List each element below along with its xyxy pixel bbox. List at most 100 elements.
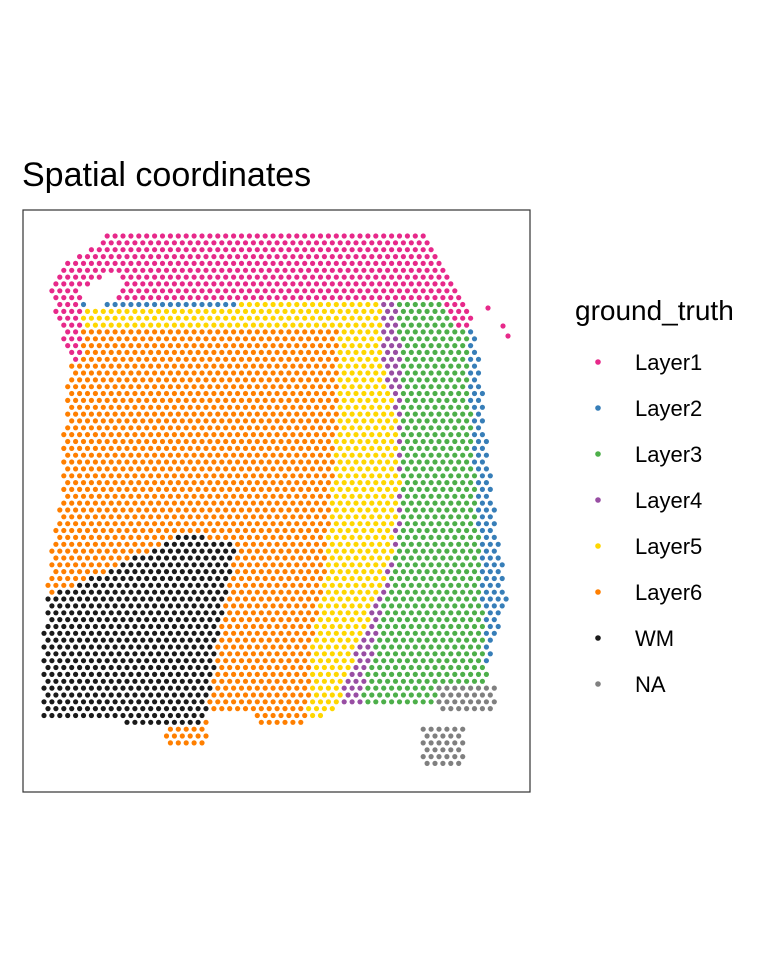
spot-wm: [120, 575, 126, 582]
spot-layer1: [274, 254, 280, 260]
spot-layer2: [207, 301, 213, 308]
spot-layer6: [152, 425, 158, 431]
spot-layer6: [238, 617, 245, 623]
spot-layer3: [381, 699, 387, 705]
spot-wm: [167, 644, 173, 650]
spot-layer1: [353, 295, 359, 301]
spot-wm: [179, 664, 185, 671]
spot-layer3: [475, 562, 482, 568]
spot-layer6: [298, 459, 304, 465]
spot-layer3: [392, 637, 399, 643]
spot-layer6: [69, 377, 75, 383]
spot-layer6: [262, 671, 268, 678]
spot-wm: [132, 623, 138, 630]
spot-layer6: [266, 486, 272, 492]
spot-layer5: [195, 308, 201, 314]
legend: ground_truth Layer1Layer2Layer3Layer4Lay…: [575, 295, 734, 697]
spot-wm: [73, 644, 79, 650]
spot-layer6: [112, 562, 118, 568]
spot-layer6: [317, 466, 324, 472]
spot-layer5: [353, 637, 359, 643]
spot-layer2: [475, 480, 482, 486]
spot-wm: [88, 617, 94, 623]
spot-layer5: [377, 527, 383, 534]
spot-layer6: [61, 473, 67, 479]
spot-layer5: [385, 418, 391, 424]
spot-layer3: [452, 603, 458, 609]
spot-layer6: [325, 507, 331, 513]
spot-layer1: [373, 260, 379, 266]
spot-layer4: [396, 343, 403, 349]
spot-layer5: [337, 432, 343, 438]
spot-layer3: [460, 507, 466, 513]
spot-layer6: [238, 507, 245, 513]
spot-layer3: [412, 589, 418, 595]
spot-wm: [191, 589, 197, 595]
spot-layer3: [448, 486, 454, 492]
spot-wm: [96, 589, 102, 595]
spot-layer6: [250, 390, 256, 397]
spot-layer2: [483, 480, 489, 486]
spot-wm: [124, 664, 130, 671]
spot-layer1: [73, 260, 79, 266]
spot-na: [436, 754, 442, 760]
spot-layer5: [377, 336, 383, 342]
spot-layer6: [258, 418, 264, 424]
spot-layer3: [416, 336, 422, 342]
spot-layer3: [408, 459, 414, 465]
spot-layer6: [242, 473, 249, 479]
spot-layer6: [96, 466, 102, 472]
spot-wm: [65, 671, 71, 678]
spot-layer6: [84, 541, 91, 547]
spot-layer6: [223, 356, 229, 362]
spot-wm: [191, 671, 197, 678]
spot-layer6: [270, 521, 276, 527]
spot-layer6: [242, 637, 249, 643]
spot-layer5: [325, 603, 331, 609]
spot-layer4: [353, 692, 359, 698]
spot-layer6: [310, 507, 316, 513]
spot-layer6: [100, 418, 106, 424]
spot-layer6: [104, 507, 110, 513]
spot-wm: [116, 610, 122, 616]
spot-layer1: [302, 233, 308, 239]
spot-layer6: [294, 507, 300, 513]
spot-layer6: [310, 384, 316, 390]
spot-layer5: [349, 521, 355, 527]
spot-layer6: [203, 349, 209, 355]
spot-layer3: [432, 664, 438, 671]
spot-layer3: [396, 575, 403, 582]
spot-layer6: [290, 706, 296, 712]
spot-layer3: [396, 644, 403, 650]
spot-layer3: [468, 452, 474, 458]
spot-layer6: [310, 480, 316, 486]
spot-layer6: [77, 418, 83, 424]
spot-layer6: [294, 685, 300, 691]
spot-layer3: [416, 651, 422, 657]
spot-wm: [159, 575, 166, 582]
spot-layer5: [365, 425, 371, 431]
spot-layer1: [112, 260, 118, 266]
spot-layer6: [298, 363, 304, 369]
spot-layer3: [404, 617, 410, 623]
spot-layer5: [392, 486, 399, 492]
spot-layer3: [444, 425, 450, 431]
spot-layer5: [353, 569, 359, 575]
spot-layer3: [440, 486, 446, 492]
spot-layer6: [262, 329, 268, 335]
spot-layer5: [313, 623, 320, 630]
spot-layer6: [61, 569, 67, 575]
spot-layer5: [373, 534, 379, 541]
spot-layer6: [321, 432, 327, 438]
spot-layer6: [195, 733, 201, 739]
spot-layer3: [436, 452, 442, 458]
spot-layer6: [317, 370, 324, 376]
spot-layer6: [159, 493, 166, 499]
spot-wm: [120, 617, 126, 623]
spot-wm: [211, 596, 217, 602]
spot-layer4: [392, 322, 399, 328]
spot-layer5: [337, 459, 343, 465]
spot-layer3: [420, 521, 426, 527]
spot-layer6: [199, 343, 205, 349]
spot-layer2: [487, 651, 493, 657]
